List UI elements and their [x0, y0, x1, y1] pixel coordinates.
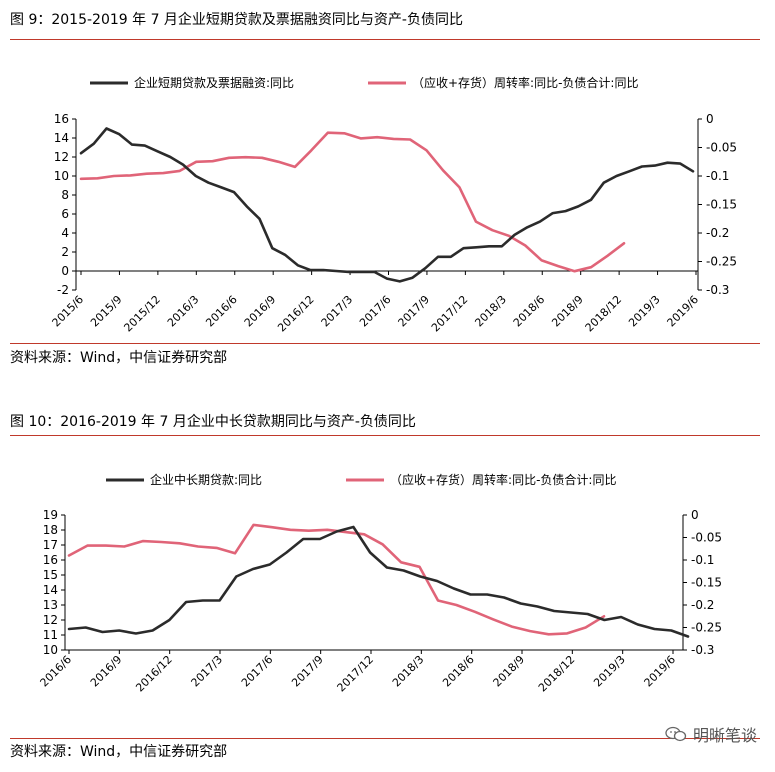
x-tick-label: 2019/3 — [591, 653, 628, 690]
y-right-tick-label: -0.15 — [691, 576, 722, 590]
x-tick-label: 2019/3 — [626, 293, 663, 330]
x-tick-label: 2017/9 — [395, 293, 432, 330]
x-tick-label: 2016/6 — [203, 293, 240, 330]
series-line-ratio — [67, 523, 606, 636]
y-left-tick-label: 11 — [43, 628, 58, 642]
x-tick-label: 2018/3 — [390, 653, 427, 690]
figure-10-top-rule — [10, 435, 760, 436]
y-left-tick-label: 6 — [61, 207, 69, 221]
x-tick-label: 2017/9 — [289, 653, 326, 690]
watermark: 明晰笔谈 — [665, 722, 757, 746]
y-right-tick-label: -0.15 — [706, 198, 737, 212]
y-right-tick-label: -0.1 — [691, 553, 714, 567]
y-left-tick-label: 16 — [43, 553, 58, 567]
y-left-tick-label: 19 — [43, 508, 58, 522]
x-tick-label: 2016/6 — [38, 653, 75, 690]
watermark-text: 明晰笔谈 — [692, 726, 757, 745]
y-right-tick-label: -0.1 — [706, 169, 729, 183]
x-tick-label: 2015/12 — [121, 293, 163, 332]
series-line-loans — [79, 127, 695, 283]
x-tick-label: 2017/12 — [429, 293, 471, 332]
y-left-tick-label: 0 — [61, 264, 69, 278]
x-tick-label: 2018/9 — [549, 293, 586, 330]
x-tick-label: 2018/12 — [536, 653, 578, 695]
legend-label-1: 企业中长期贷款:同比 — [150, 472, 262, 487]
y-left-tick-label: 12 — [54, 150, 69, 164]
x-tick-label: 2016/12 — [133, 653, 175, 695]
figure-9-bottom-rule — [10, 343, 760, 344]
y-left-tick-label: 4 — [61, 226, 69, 240]
wechat-icon — [665, 726, 687, 742]
y-right-tick-label: -0.2 — [691, 598, 714, 612]
y-right-tick-label: -0.25 — [691, 621, 722, 635]
y-left-tick-label: 10 — [43, 643, 58, 657]
legend-label-2: （应收+存货）周转率:同比-负债合计:同比 — [412, 75, 638, 90]
legend-label-1: 企业短期贷款及票据融资:同比 — [134, 75, 294, 90]
y-left-tick-label: 18 — [43, 523, 58, 537]
x-tick-label: 2018/12 — [583, 293, 625, 332]
y-right-tick-label: -0.25 — [706, 255, 737, 269]
x-tick-label: 2016/3 — [165, 293, 202, 330]
y-right-tick-label: 0 — [691, 508, 699, 522]
y-left-tick-label: 17 — [43, 538, 58, 552]
figure-9-top-rule — [10, 39, 760, 40]
figure-10-bottom-rule — [10, 738, 760, 739]
figure-9-source: 资料来源：Wind，中信证券研究部 — [10, 350, 228, 366]
x-tick-label: 2018/6 — [440, 653, 477, 690]
y-right-tick-label: -0.3 — [691, 643, 714, 657]
y-left-tick-label: 14 — [54, 131, 69, 145]
y-left-tick-label: 10 — [54, 169, 69, 183]
y-right-tick-label: 0 — [706, 112, 714, 126]
legend-label-2: （应收+存货）周转率:同比-负债合计:同比 — [390, 472, 616, 487]
x-tick-label: 2015/6 — [50, 293, 87, 330]
x-tick-label: 2017/3 — [319, 293, 356, 330]
figure-9-line-chart: 企业短期贷款及票据融资:同比 （应收+存货）周转率:同比-负债合计:同比 16 14 1… — [50, 75, 738, 332]
y-left-tick-label: -2 — [57, 283, 69, 297]
figure-10-source: 资料来源：Wind，中信证券研究部 — [10, 744, 228, 760]
x-tick-label: 2017/6 — [357, 293, 394, 330]
x-tick-label: 2019/6 — [665, 293, 702, 330]
x-tick-label: 2018/6 — [511, 293, 548, 330]
figure-10-line-chart: 企业中长期贷款:同比 （应收+存货）周转率:同比-负债合计:同比191817161… — [38, 472, 723, 695]
y-left-tick-label: 2 — [61, 245, 69, 259]
series-line-loans — [67, 525, 690, 638]
x-tick-label: 2016/9 — [88, 653, 125, 690]
y-left-tick-label: 16 — [54, 112, 69, 126]
y-right-tick-label: -0.2 — [706, 226, 729, 240]
y-right-tick-label: -0.05 — [706, 141, 737, 155]
y-right-tick-label: -0.05 — [691, 531, 722, 545]
x-tick-label: 2017/6 — [239, 653, 276, 690]
y-right-tick-label: -0.3 — [706, 283, 729, 297]
y-left-tick-label: 8 — [61, 188, 69, 202]
x-tick-label: 2015/9 — [88, 293, 125, 330]
x-tick-label: 2017/12 — [335, 653, 377, 695]
y-left-tick-label: 12 — [43, 613, 58, 627]
x-tick-label: 2018/3 — [472, 293, 509, 330]
figure-9-title: 图 9：2015-2019 年 7 月企业短期贷款及票据融资同比与资产-负债同比 — [10, 12, 463, 28]
y-left-tick-label: 13 — [43, 598, 58, 612]
y-left-tick-label: 14 — [43, 583, 58, 597]
x-tick-label: 2016/12 — [275, 293, 317, 332]
chart-legend: 企业中长期贷款:同比 （应收+存货）周转率:同比-负债合计:同比 — [106, 472, 616, 487]
y-left-tick-label: 15 — [43, 568, 58, 582]
figure-10-title: 图 10：2016-2019 年 7 月企业中长贷款期同比与资产-负债同比 — [10, 414, 416, 430]
x-tick-label: 2017/3 — [189, 653, 226, 690]
x-tick-label: 2019/6 — [642, 653, 679, 690]
chart-legend: 企业短期贷款及票据融资:同比 （应收+存货）周转率:同比-负债合计:同比 — [90, 75, 638, 90]
x-tick-label: 2018/9 — [491, 653, 528, 690]
x-tick-label: 2016/9 — [242, 293, 279, 330]
series-line-ratio — [79, 131, 626, 273]
